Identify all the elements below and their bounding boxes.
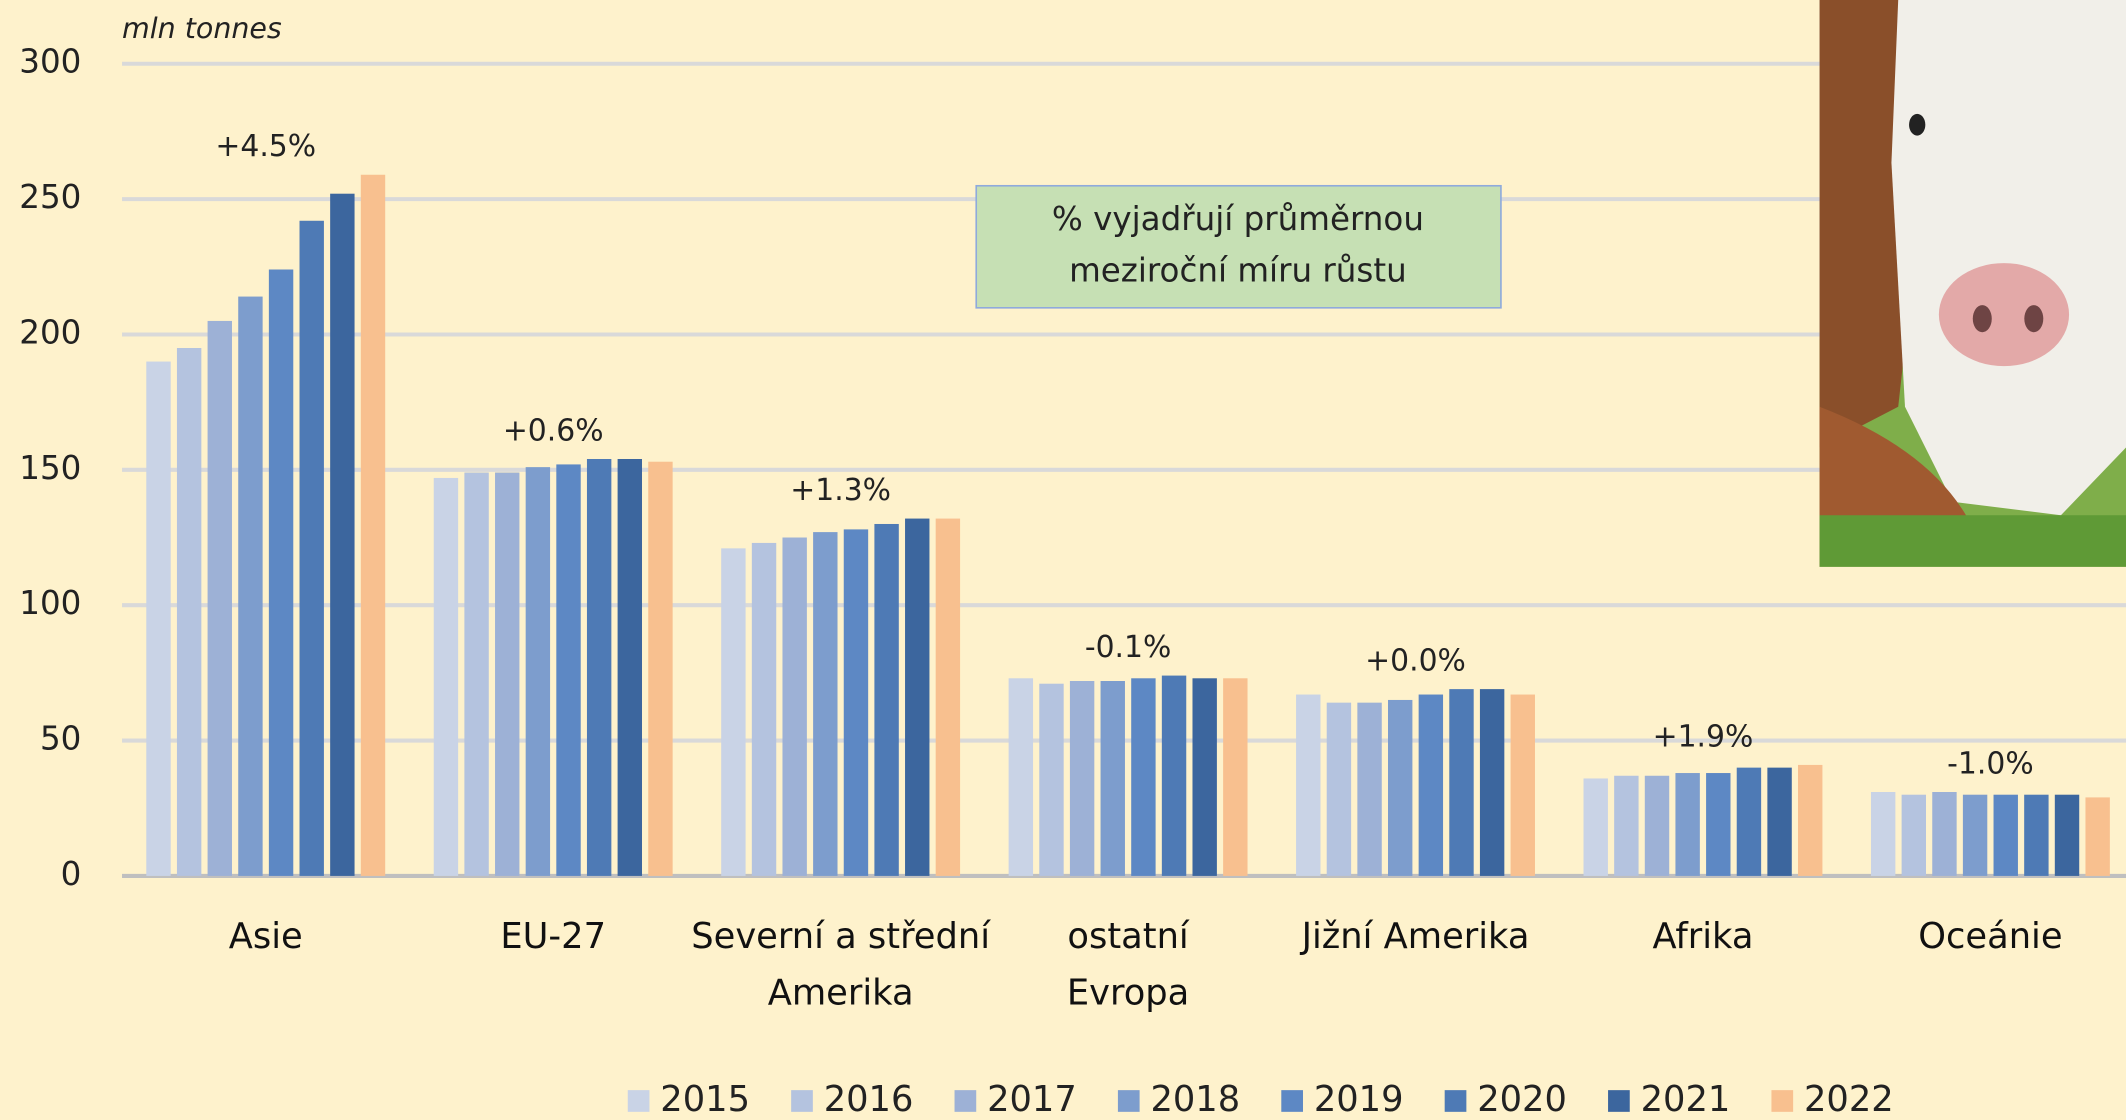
note-line: % vyjadřují průměrnou <box>1052 200 1424 238</box>
growth-label: +4.5% <box>215 129 316 164</box>
bar <box>1480 689 1504 876</box>
bar <box>1039 684 1063 876</box>
growth-label: +0.0% <box>1365 644 1466 679</box>
y-tick-label: 200 <box>19 313 81 351</box>
chart: mln tonnes % vyjadřují průměrnou meziroč… <box>0 0 2126 1120</box>
bar <box>2055 795 2079 876</box>
bar <box>1584 778 1608 875</box>
cow-photo <box>1820 0 2126 567</box>
bar <box>1296 695 1320 876</box>
bar <box>1614 776 1638 876</box>
bar <box>721 548 745 876</box>
bar <box>1675 773 1699 876</box>
bar <box>1131 678 1155 876</box>
growth-label: -0.1% <box>1085 630 1172 665</box>
x-tick-label: Oceánie <box>1814 908 2126 965</box>
bar <box>813 532 837 876</box>
bar <box>782 538 806 876</box>
bar <box>1419 695 1443 876</box>
y-tick-label: 250 <box>19 178 81 216</box>
bar <box>556 464 580 875</box>
y-tick-label: 300 <box>19 43 81 81</box>
x-tick-label-box: Oceánie <box>1814 908 2126 1030</box>
legend-swatch <box>955 1090 977 1112</box>
bar <box>434 478 458 876</box>
bar <box>1902 795 1926 876</box>
legend-swatch <box>1118 1090 1140 1112</box>
legend-swatch <box>1608 1090 1630 1112</box>
y-tick-label: 100 <box>19 584 81 622</box>
bar <box>269 270 293 876</box>
legend-label: 2015 <box>660 1079 750 1120</box>
bar <box>1737 768 1761 876</box>
legend-label: 2016 <box>824 1079 914 1120</box>
legend-label: 2022 <box>1804 1079 1894 1120</box>
bar <box>330 194 354 876</box>
legend-label: 2019 <box>1314 1079 1404 1120</box>
y-tick-label: 0 <box>61 855 82 893</box>
y-tick-label: 150 <box>19 449 81 487</box>
bar <box>526 467 550 876</box>
legend-label: 2018 <box>1150 1079 1240 1120</box>
bar <box>177 348 201 876</box>
growth-label: +1.3% <box>790 473 891 508</box>
bar <box>618 459 642 876</box>
bar <box>1327 703 1351 876</box>
bar <box>1511 695 1535 876</box>
bar <box>1162 676 1186 876</box>
bar <box>1871 792 1895 876</box>
y-unit-label: mln tonnes <box>122 12 282 45</box>
bar <box>1388 700 1412 876</box>
legend-swatch <box>1445 1090 1467 1112</box>
bar <box>648 462 672 876</box>
legend-swatch <box>1771 1090 1793 1112</box>
bar <box>1798 765 1822 876</box>
legend-swatch <box>791 1090 813 1112</box>
legend-label: 2021 <box>1641 1079 1731 1120</box>
bar <box>1357 703 1381 876</box>
bar <box>905 519 929 876</box>
bar <box>1101 681 1125 876</box>
bar <box>2085 797 2109 876</box>
bar <box>361 175 385 876</box>
bar <box>1070 681 1094 876</box>
growth-label: -1.0% <box>1947 746 2034 781</box>
bar <box>1645 776 1669 876</box>
bar <box>1932 792 1956 876</box>
legend-label: 2017 <box>987 1079 1077 1120</box>
bar <box>1449 689 1473 876</box>
legend-swatch <box>1281 1090 1303 1112</box>
legend-swatch <box>628 1090 650 1112</box>
bar <box>1223 678 1247 876</box>
bar <box>587 459 611 876</box>
bar <box>2024 795 2048 876</box>
bar <box>208 321 232 876</box>
bar <box>936 519 960 876</box>
bar <box>300 221 324 876</box>
bar <box>495 473 519 876</box>
bar <box>1706 773 1730 876</box>
growth-label: +0.6% <box>503 413 604 448</box>
bar <box>238 297 262 876</box>
bar <box>752 543 776 876</box>
bar <box>1963 795 1987 876</box>
bar <box>844 529 868 876</box>
bar <box>1994 795 2018 876</box>
bar <box>146 362 170 876</box>
legend-label: 2020 <box>1477 1079 1567 1120</box>
bar <box>874 524 898 876</box>
y-tick-label: 50 <box>40 720 81 758</box>
bar <box>464 473 488 876</box>
note-line: meziroční míru růstu <box>1069 252 1407 290</box>
bar <box>1767 768 1791 876</box>
bar <box>1009 678 1033 876</box>
growth-label: +1.9% <box>1653 719 1754 754</box>
bar <box>1192 678 1216 876</box>
